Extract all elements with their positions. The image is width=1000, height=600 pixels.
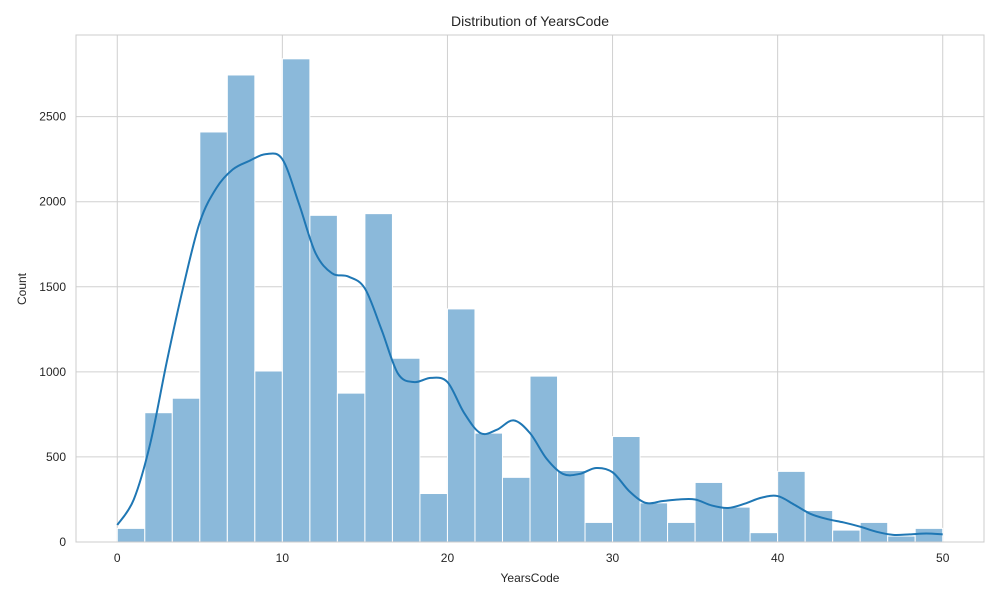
chart-title: Distribution of YearsCode xyxy=(451,13,609,29)
histogram-bar xyxy=(336,392,366,543)
kde-curve xyxy=(116,152,943,536)
histogram-bar xyxy=(557,470,586,543)
histogram-bar xyxy=(777,470,806,543)
histogram-bars xyxy=(116,58,944,543)
histogram-bar xyxy=(116,527,146,543)
histogram-bar xyxy=(804,510,834,543)
histogram-bar xyxy=(859,521,889,543)
y-tick-label: 1000 xyxy=(39,365,66,379)
x-tick-label: 20 xyxy=(441,551,455,565)
histogram-bar xyxy=(501,476,531,543)
plot-frame xyxy=(75,34,985,543)
histogram-bar xyxy=(309,214,338,543)
histogram-bar xyxy=(722,506,751,543)
histogram-bar xyxy=(694,481,724,543)
histogram-bar xyxy=(529,375,559,543)
histogram-bar xyxy=(749,532,779,543)
histogram-bar xyxy=(887,535,916,543)
histogram-bar xyxy=(281,58,311,543)
x-tick-label: 50 xyxy=(936,551,950,565)
x-axis-label: YearsCode xyxy=(501,571,560,585)
histogram-bar xyxy=(171,397,201,543)
histogram-bar xyxy=(584,521,614,543)
histogram-bar xyxy=(446,308,476,543)
histogram-bar xyxy=(391,357,421,543)
x-tick-label: 0 xyxy=(114,551,121,565)
histogram-bar xyxy=(832,529,861,543)
y-tick-label: 1500 xyxy=(39,280,66,294)
x-tick-label: 30 xyxy=(606,551,620,565)
y-tick-label: 2500 xyxy=(39,110,66,124)
histogram-bar xyxy=(254,370,283,543)
x-tick-label: 40 xyxy=(771,551,785,565)
histogram-bar xyxy=(226,74,256,543)
y-tick-label: 500 xyxy=(46,450,66,464)
x-tick-label: 10 xyxy=(276,551,290,565)
y-tick-label: 2000 xyxy=(39,195,66,209)
histogram-bar xyxy=(914,527,944,543)
histogram-bar xyxy=(639,502,669,543)
y-axis-ticks: 0 500 1000 1500 2000 2500 xyxy=(39,110,66,549)
y-axis-label: Count xyxy=(15,272,29,305)
histogram-bar xyxy=(199,131,228,543)
y-tick-label: 0 xyxy=(59,535,66,549)
histogram-bar xyxy=(144,412,173,543)
histogram-bar xyxy=(419,493,448,543)
histogram-bar xyxy=(667,521,696,543)
histogram-bar xyxy=(364,213,393,543)
histogram-bar xyxy=(474,432,503,543)
x-axis-ticks: 0 10 20 30 40 50 xyxy=(114,551,950,565)
